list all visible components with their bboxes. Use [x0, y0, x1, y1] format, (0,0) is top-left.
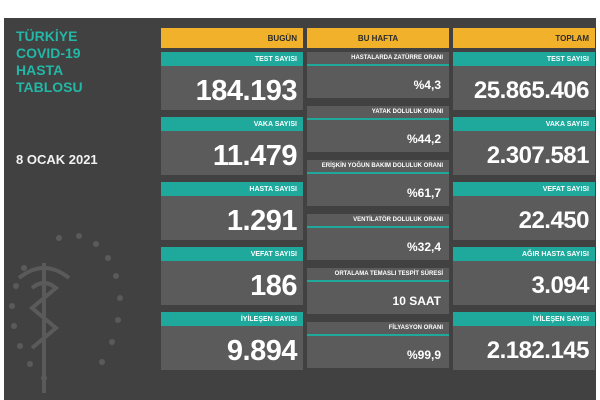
card-value: %32,4	[406, 240, 441, 254]
header-total: TOPLAM	[453, 28, 595, 48]
total-recovered-card: İYİLEŞEN SAYISI 2.182.145	[453, 312, 595, 370]
report-date: 8 OCAK 2021	[16, 152, 98, 167]
card-value: 22.450	[518, 207, 590, 234]
card-value: %61,7	[406, 186, 441, 200]
covid-table-board: TÜRKİYE COVID-19 HASTA TABLOSU 8 OCAK 20…	[4, 18, 596, 400]
card-value: 2.182.145	[486, 337, 590, 364]
total-critical-card: AĞIR HASTA SAYISI 3.094	[453, 247, 595, 305]
card-value: 1.291	[226, 205, 298, 237]
card-value: 184.193	[195, 75, 298, 107]
card-value: 9.894	[226, 335, 298, 367]
card-label: VAKA SAYISI	[453, 117, 595, 131]
week-bed-occupancy-card: YATAK DOLULUK ORANI %44,2	[307, 106, 449, 152]
today-recovered-card: İYİLEŞEN SAYISI 9.894	[161, 312, 303, 370]
today-case-card: VAKA SAYISI 11.479	[161, 117, 303, 175]
card-value: 11.479	[212, 140, 298, 172]
card-value: 2.307.581	[486, 142, 590, 169]
card-label: ERİŞKİN YOĞUN BAKIM DOLULUK ORANI	[307, 160, 449, 174]
ministry-of-health-emblem-icon	[9, 233, 123, 393]
week-filiation-card: FİLYASYON ORANI %99,9	[307, 322, 449, 368]
card-label: TEST SAYISI	[453, 52, 595, 66]
header-today: BUGÜN	[161, 28, 303, 48]
card-label: VENTİLATÖR DOLULUK ORANI	[307, 214, 449, 228]
card-value: %99,9	[406, 348, 441, 362]
today-test-card: TEST SAYISI 184.193	[161, 52, 303, 110]
card-value: 186	[250, 270, 297, 302]
week-ventilator-card: VENTİLATÖR DOLULUK ORANI %32,4	[307, 214, 449, 260]
card-value: 25.865.406	[473, 77, 590, 104]
card-label: FİLYASYON ORANI	[307, 322, 449, 336]
week-contact-time-card: ORTALAMA TEMASLI TESPİT SÜRESİ 10 SAAT	[307, 268, 449, 314]
card-label: YATAK DOLULUK ORANI	[307, 106, 449, 120]
card-label: VEFAT SAYISI	[161, 247, 303, 261]
card-label: HASTA SAYISI	[161, 182, 303, 196]
week-pneumonia-card: HASTALARDA ZATÜRRE ORANI %4,3	[307, 52, 449, 98]
card-value: 10 SAAT	[392, 294, 441, 308]
card-label: VEFAT SAYISI	[453, 182, 595, 196]
card-value: %4,3	[413, 78, 441, 92]
card-label: HASTALARDA ZATÜRRE ORANI	[307, 52, 449, 66]
card-label: VAKA SAYISI	[161, 117, 303, 131]
card-label: İYİLEŞEN SAYISI	[161, 312, 303, 326]
card-value: %44,2	[406, 132, 441, 146]
today-patient-card: HASTA SAYISI 1.291	[161, 182, 303, 240]
page-title: TÜRKİYE COVID-19 HASTA TABLOSU	[16, 28, 83, 95]
card-value: 3.094	[531, 272, 589, 299]
card-label: ORTALAMA TEMASLI TESPİT SÜRESİ	[307, 268, 449, 282]
card-label: AĞIR HASTA SAYISI	[453, 247, 595, 261]
card-label: TEST SAYISI	[161, 52, 303, 66]
today-death-card: VEFAT SAYISI 186	[161, 247, 303, 305]
card-label: İYİLEŞEN SAYISI	[453, 312, 595, 326]
week-icu-occupancy-card: ERİŞKİN YOĞUN BAKIM DOLULUK ORANI %61,7	[307, 160, 449, 206]
header-week: BU HAFTA	[307, 28, 449, 48]
total-death-card: VEFAT SAYISI 22.450	[453, 182, 595, 240]
total-test-card: TEST SAYISI 25.865.406	[453, 52, 595, 110]
total-case-card: VAKA SAYISI 2.307.581	[453, 117, 595, 175]
